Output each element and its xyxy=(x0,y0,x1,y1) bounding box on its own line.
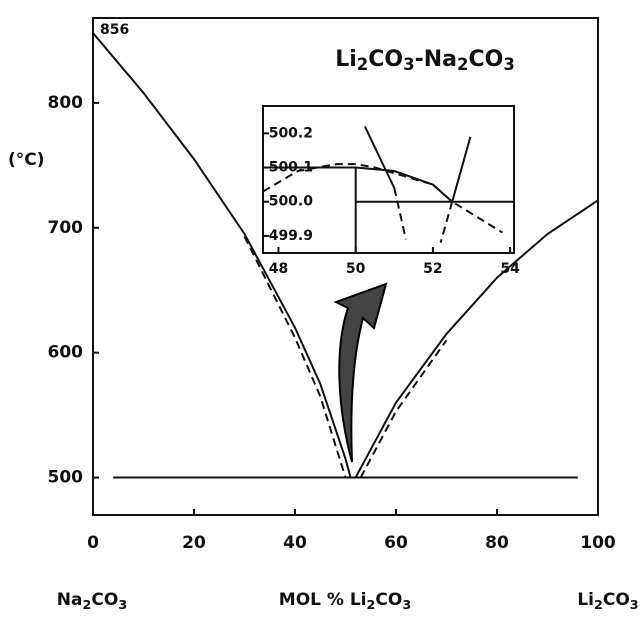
y-tick-label: 500.0 xyxy=(269,194,314,210)
plot-frame xyxy=(92,17,599,516)
y-axis-label: (°C) xyxy=(8,150,45,170)
y-tick-label: 700 xyxy=(48,218,84,238)
curve xyxy=(92,32,352,478)
curve xyxy=(262,163,503,234)
x-tick-label: 50 xyxy=(346,261,366,277)
x-tick-label: 80 xyxy=(485,533,509,553)
left-label: Na2CO3 xyxy=(57,590,127,613)
y-tick-label: 500.2 xyxy=(269,125,313,141)
inset-frame xyxy=(262,105,515,254)
y-tick-label: 500 xyxy=(48,468,84,488)
x-axis-label: MOL % Li2CO3 xyxy=(279,590,411,613)
x-tick-label: 52 xyxy=(423,261,442,277)
x-tick-label: 20 xyxy=(182,533,206,553)
x-tick-label: 100 xyxy=(580,533,616,553)
x-tick-label: 48 xyxy=(269,261,288,277)
y-tick-label: 499.9 xyxy=(269,228,313,244)
y-tick-label: 800 xyxy=(48,93,84,113)
curve xyxy=(439,201,454,243)
right-label: Li2CO3 xyxy=(577,590,638,613)
y-tick-label: 600 xyxy=(48,343,84,363)
x-tick-label: 54 xyxy=(500,261,520,277)
x-tick-label: 40 xyxy=(283,533,307,553)
x-tick-label: 0 xyxy=(87,533,99,553)
curve xyxy=(359,339,448,478)
chart-title: Li2CO3-Na2CO3 xyxy=(335,47,515,74)
x-tick-label: 60 xyxy=(384,533,408,553)
curve xyxy=(243,236,347,478)
curve xyxy=(393,187,407,240)
curve xyxy=(451,136,472,202)
curve xyxy=(363,126,396,189)
arrow xyxy=(333,282,388,463)
annotation: 856 xyxy=(100,22,129,38)
curve xyxy=(354,199,599,478)
